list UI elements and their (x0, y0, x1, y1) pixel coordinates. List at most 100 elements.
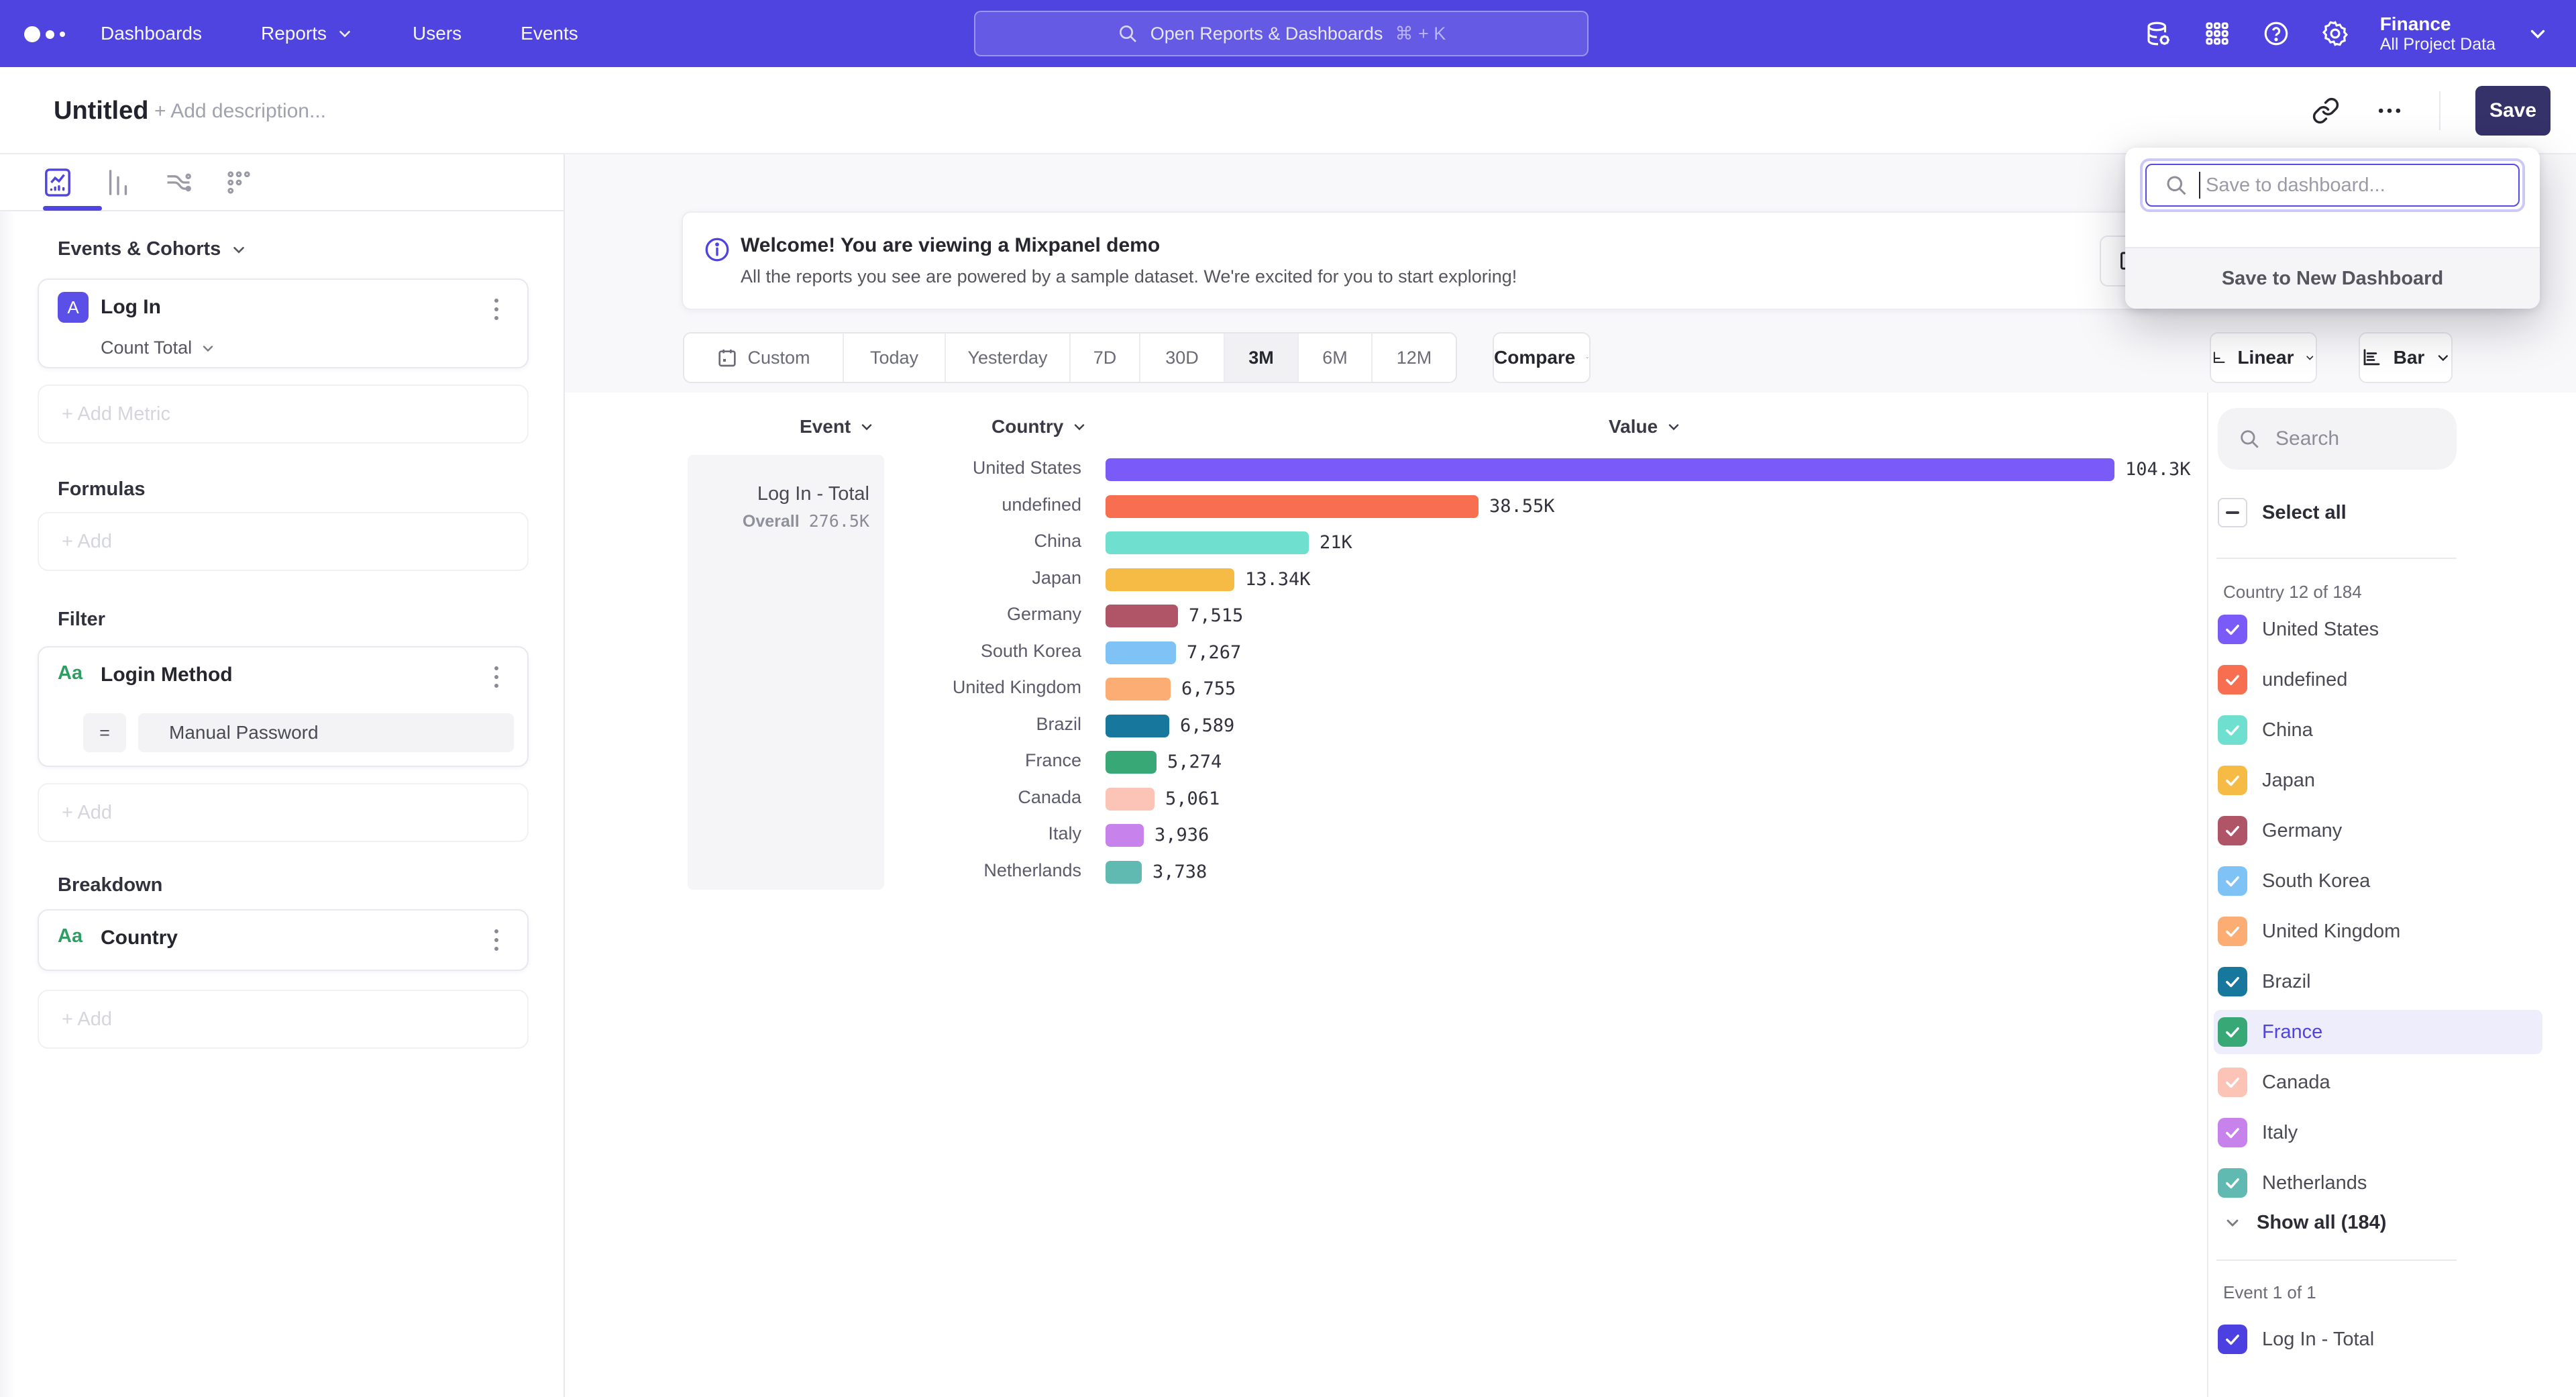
country-checkbox[interactable] (2218, 1118, 2247, 1147)
country-row-canada[interactable]: Canada (2214, 1060, 2542, 1104)
column-header-country[interactable]: Country (991, 416, 1087, 437)
nav-link-reports[interactable]: Reports (261, 23, 354, 44)
select-all-checkbox[interactable] (2218, 498, 2247, 527)
metric-event-name[interactable]: Log In (101, 296, 161, 319)
country-row-france[interactable]: France (2214, 1010, 2542, 1054)
filter-operator-select[interactable]: = (83, 713, 126, 752)
tab-retention[interactable] (224, 168, 254, 197)
bar-netherlands[interactable] (1106, 861, 1142, 884)
range-12m[interactable]: 12M (1373, 333, 1456, 382)
column-header-value[interactable]: Value (1609, 416, 1682, 437)
bar-undefined[interactable] (1106, 495, 1479, 518)
nav-link-dashboards[interactable]: Dashboards (101, 23, 202, 44)
filter-property-name[interactable]: Login Method (101, 664, 233, 686)
bar-germany[interactable] (1106, 605, 1178, 627)
chart-type-select-button[interactable]: Bar (2359, 332, 2453, 383)
country-row-japan[interactable]: Japan (2214, 758, 2542, 803)
add-description-button[interactable]: + Add description... (154, 100, 326, 123)
metric-kebab-icon[interactable] (483, 295, 510, 324)
mixpanel-logo-icon[interactable] (24, 26, 65, 42)
range-custom[interactable]: Custom (684, 333, 844, 382)
bar-italy[interactable] (1106, 824, 1144, 847)
nav-link-users[interactable]: Users (413, 23, 462, 44)
scale-select-button[interactable]: Linear (2210, 332, 2317, 383)
save-to-new-dashboard-button[interactable]: Save to New Dashboard (2125, 247, 2540, 309)
country-row-italy[interactable]: Italy (2214, 1110, 2542, 1155)
range-yesterday[interactable]: Yesterday (946, 333, 1071, 382)
global-search-button[interactable]: Open Reports & Dashboards ⌘ + K (974, 11, 1589, 56)
show-all-row[interactable]: Show all (184) (2214, 1200, 2542, 1245)
country-row-united-states[interactable]: United States (2214, 607, 2542, 652)
range-7d[interactable]: 7D (1071, 333, 1140, 382)
metric-card[interactable]: A Log In Count Total (38, 278, 529, 368)
bar-france[interactable] (1106, 751, 1157, 774)
add-metric-button[interactable]: + Add Metric (38, 384, 529, 444)
country-checkbox[interactable] (2218, 1017, 2247, 1047)
country-row-brazil[interactable]: Brazil (2214, 960, 2542, 1004)
breakdown-property-name[interactable]: Country (101, 927, 178, 949)
country-checkbox[interactable] (2218, 866, 2247, 896)
country-checkbox[interactable] (2218, 1168, 2247, 1198)
bar-canada[interactable] (1106, 788, 1155, 811)
bar-united-kingdom[interactable] (1106, 678, 1171, 701)
country-checkbox[interactable] (2218, 715, 2247, 745)
bar-china[interactable] (1106, 531, 1309, 554)
country-row-south-korea[interactable]: South Korea (2214, 859, 2542, 903)
country-checkbox[interactable] (2218, 1068, 2247, 1097)
add-breakdown-button[interactable]: + Add (38, 990, 529, 1049)
bar-japan[interactable] (1106, 568, 1234, 591)
metric-aggregation[interactable]: Count Total (101, 338, 216, 358)
country-row-united-kingdom[interactable]: United Kingdom (2214, 909, 2542, 953)
dashboard-search-input[interactable]: Save to dashboard... (2145, 164, 2520, 207)
bar-brazil[interactable] (1106, 715, 1169, 737)
copy-link-icon[interactable] (2312, 97, 2340, 125)
report-title[interactable]: Untitled (54, 97, 148, 125)
country-checkbox-label: undefined (2262, 669, 2347, 691)
country-checkbox[interactable] (2218, 766, 2247, 795)
nav-link-events[interactable]: Events (521, 23, 578, 44)
event-checkbox[interactable] (2218, 1325, 2247, 1354)
breakdown-kebab-icon[interactable] (483, 925, 510, 955)
tab-funnels[interactable] (103, 168, 133, 197)
breakdown-card[interactable]: Aa Country (38, 909, 529, 971)
bar-category-label: South Korea (746, 641, 1081, 662)
range-30d[interactable]: 30D (1140, 333, 1225, 382)
data-management-icon[interactable] (2144, 19, 2172, 48)
filter-card[interactable]: Aa Login Method = Manual Password (38, 646, 529, 767)
compare-button[interactable]: Compare (1493, 332, 1591, 383)
country-row-china[interactable]: China (2214, 708, 2542, 752)
country-row-undefined[interactable]: undefined (2214, 658, 2542, 702)
range-today[interactable]: Today (844, 333, 946, 382)
event-checkbox-row[interactable]: Log In - Total (2214, 1317, 2542, 1361)
save-button[interactable]: Save (2475, 86, 2551, 136)
tab-insights[interactable] (43, 168, 72, 197)
country-row-netherlands[interactable]: Netherlands (2214, 1161, 2542, 1205)
workspace-switcher[interactable]: Finance All Project Data (2380, 13, 2496, 54)
country-checkbox[interactable] (2218, 816, 2247, 845)
range-label: Custom (747, 348, 810, 368)
country-row-germany[interactable]: Germany (2214, 809, 2542, 853)
country-checkbox[interactable] (2218, 615, 2247, 644)
workspace-chevron-down-icon[interactable] (2526, 22, 2549, 45)
legend-search-input[interactable]: Search (2218, 408, 2457, 470)
filter-kebab-icon[interactable] (483, 662, 510, 692)
settings-gear-icon[interactable] (2321, 19, 2349, 48)
more-actions-icon[interactable] (2375, 96, 2404, 125)
country-checkbox[interactable] (2218, 967, 2247, 996)
range-3m[interactable]: 3M (1225, 333, 1299, 382)
bar-south-korea[interactable] (1106, 641, 1176, 664)
tab-flows[interactable] (164, 168, 193, 197)
country-checkbox[interactable] (2218, 665, 2247, 694)
country-checkbox[interactable] (2218, 917, 2247, 946)
bar-united-states[interactable] (1106, 458, 2114, 481)
column-header-event[interactable]: Event (800, 416, 875, 437)
add-formula-button[interactable]: + Add (38, 512, 529, 571)
range-6m[interactable]: 6M (1299, 333, 1373, 382)
apps-grid-icon[interactable] (2203, 19, 2231, 48)
filter-value-select[interactable]: Manual Password (138, 713, 514, 752)
help-icon[interactable] (2262, 19, 2290, 48)
add-filter-button[interactable]: + Add (38, 783, 529, 842)
title-bar-divider (2439, 91, 2440, 130)
select-all-row[interactable]: Select all (2214, 490, 2542, 535)
events-cohorts-header[interactable]: Events & Cohorts (58, 238, 248, 260)
